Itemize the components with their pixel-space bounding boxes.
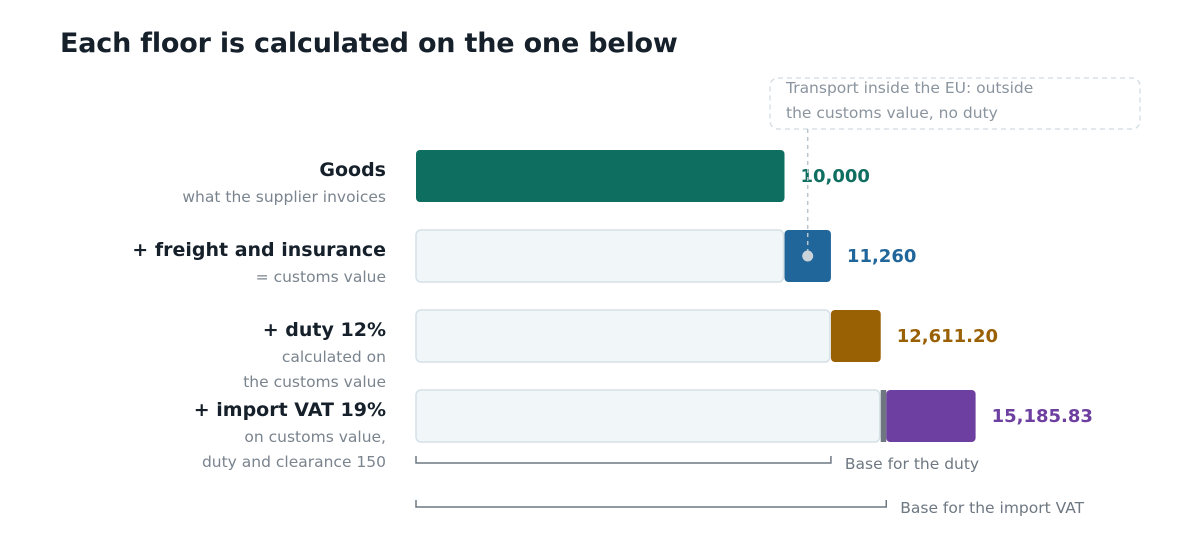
value-label: 15,185.83	[992, 406, 1093, 427]
ghost-bar	[415, 389, 881, 443]
row-sublabel: what the supplier invoices	[182, 188, 386, 206]
bracket-line	[415, 500, 887, 508]
row-sublabel: duty and clearance 150	[202, 453, 386, 471]
clearance-bar	[880, 390, 887, 442]
row-label: + freight and insurance	[132, 239, 386, 261]
ghost-bar	[415, 229, 785, 283]
bracket-line	[415, 456, 832, 464]
bracket-label: Base for the import VAT	[900, 499, 1084, 517]
value-label: 12,611.20	[897, 326, 998, 347]
row-label: + duty 12%	[263, 319, 386, 341]
chart-title: Each floor is calculated on the one belo…	[60, 28, 678, 59]
annotation-text: the customs value, no duty	[786, 104, 998, 122]
value-label: 10,000	[801, 166, 870, 187]
row-sublabel: calculated on	[282, 348, 386, 366]
ghost-bar	[415, 309, 831, 363]
annotation-dot	[802, 250, 814, 262]
step-bar	[886, 390, 976, 442]
row-sublabel: on customs value,	[244, 428, 386, 446]
row-label: + import VAT 19%	[194, 399, 386, 421]
row-sublabel: the customs value	[243, 373, 386, 391]
step-bar	[416, 150, 785, 202]
row-sublabel: = customs value	[256, 268, 386, 286]
row-label: Goods	[319, 159, 386, 181]
annotation-text: Transport inside the EU: outside	[785, 79, 1033, 97]
bracket-label: Base for the duty	[845, 455, 979, 473]
value-label: 11,260	[847, 246, 916, 267]
step-bar	[830, 310, 881, 362]
